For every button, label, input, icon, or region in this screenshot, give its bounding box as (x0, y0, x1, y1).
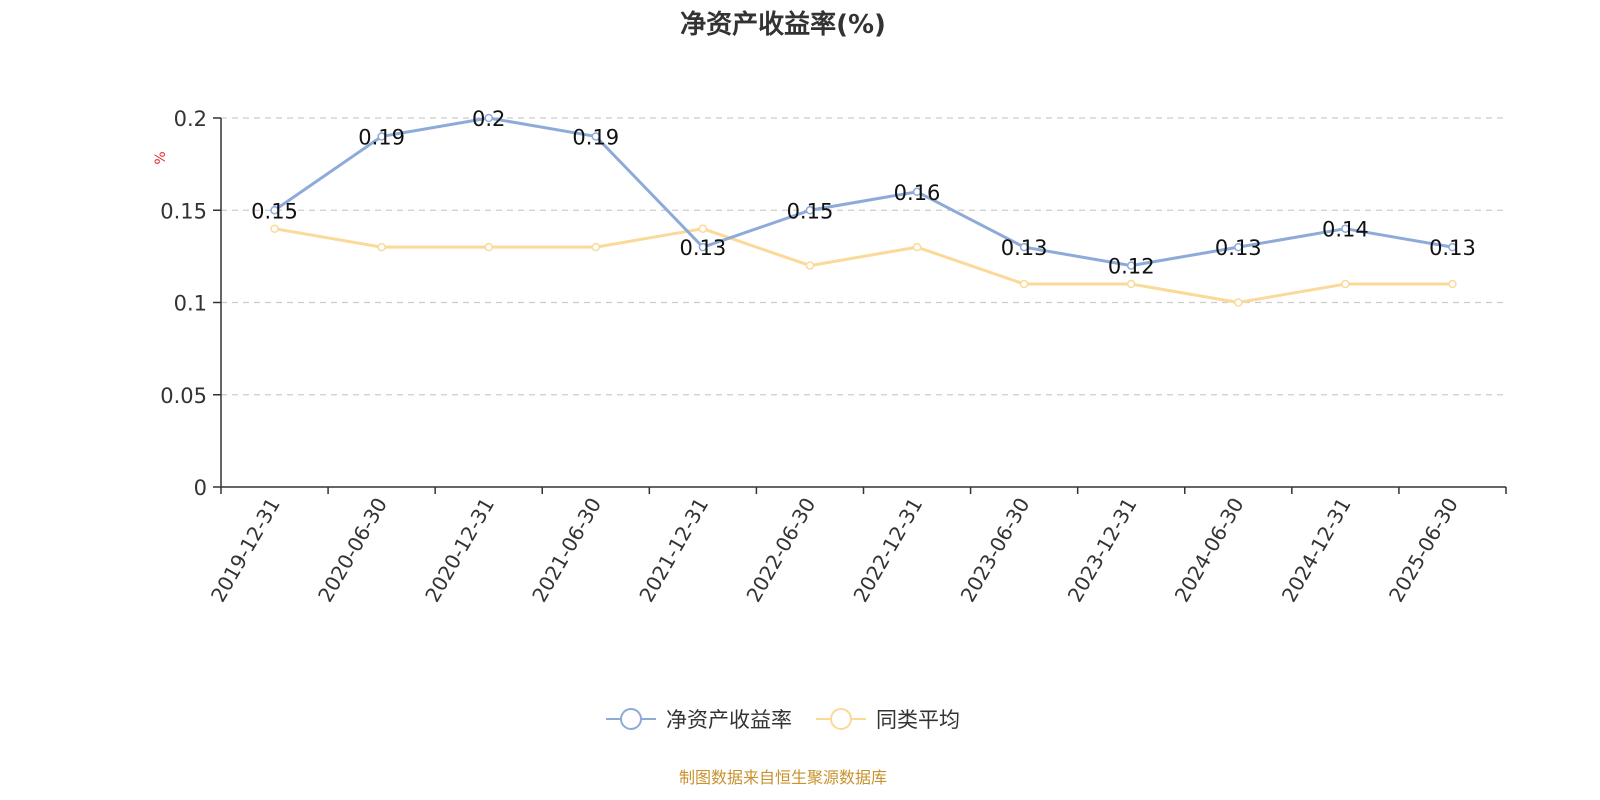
data-point-series-1 (591, 242, 601, 252)
legend: 净资产收益率 同类平均 (0, 704, 1566, 734)
legend-item-peer-average[interactable]: 同类平均 (816, 704, 960, 734)
data-label: 0.19 (358, 125, 405, 149)
data-point-series-1 (377, 242, 386, 252)
x-tick-label: 2021-06-30 (527, 494, 606, 607)
y-tick-label: 0.15 (160, 199, 207, 223)
legend-marker-roe-icon (606, 708, 656, 730)
x-tick-label: 2019-12-31 (206, 494, 285, 607)
data-labels: 0.15 0.19 0.2 0.19 0.13 0.15 0.16 0.13 0.12 0.13 0… (251, 107, 1476, 279)
data-point-series-1 (270, 224, 279, 233)
data-point-series-0 (270, 206, 279, 215)
data-point-series-0 (484, 113, 493, 123)
series-line-1 (274, 227, 1453, 304)
x-tick-label: 2024-06-30 (1170, 494, 1249, 607)
data-label: 0.13 (679, 236, 726, 260)
data-label: 0.13 (1001, 236, 1048, 260)
legend-marker-peer-average-icon (816, 708, 866, 730)
data-point-series-1 (1448, 279, 1457, 289)
data-point-series-0 (1234, 242, 1243, 252)
data-point-series-1 (805, 261, 815, 270)
data-point-series-0 (1448, 242, 1457, 252)
data-label: 0.16 (894, 181, 941, 205)
data-label: 0.15 (251, 199, 298, 223)
x-tick-label: 2023-06-30 (956, 494, 1035, 607)
data-point-series-0 (377, 132, 386, 141)
data-point-series-1 (1126, 279, 1136, 289)
legend-item-roe[interactable]: 净资产收益率 (606, 704, 792, 734)
series-lines (270, 113, 1457, 307)
x-tick-label: 2024-12-31 (1277, 494, 1356, 607)
data-point-series-1 (1019, 279, 1029, 289)
legend-label-roe: 净资产收益率 (666, 708, 792, 732)
data-point-series-1 (1234, 298, 1243, 307)
series-line-0 (273, 116, 1453, 268)
y-tick-label: 0.1 (174, 292, 207, 316)
data-point-series-0 (698, 242, 708, 252)
y-axis-label: % (153, 151, 169, 164)
chart-title: 净资产收益率(%) (680, 10, 886, 40)
x-tick-label: 2022-12-31 (848, 494, 927, 607)
data-label: 0.2 (472, 107, 505, 131)
data-point-series-0 (1126, 261, 1136, 270)
data-source-note: 制图数据来自恒生聚源数据库 (678, 768, 887, 787)
x-tick-label: 2020-12-31 (420, 494, 499, 607)
x-tick-label: 2021-12-31 (634, 494, 713, 607)
data-point-series-0 (591, 132, 601, 141)
data-point-series-1 (698, 224, 708, 233)
x-tick-label: 2025-06-30 (1384, 494, 1463, 607)
data-point-series-0 (1019, 242, 1029, 252)
data-label: 0.19 (572, 125, 619, 149)
y-tick-label: 0.05 (160, 384, 207, 408)
data-label: 0.13 (1429, 236, 1476, 260)
x-tick-label: 2023-12-31 (1063, 494, 1142, 607)
y-tick-label: 0.2 (174, 107, 207, 131)
axes: 0 0.05 0.1 0.15 0.2% 2019-12-31 2020-06-30 2020… (153, 107, 1507, 607)
grid-lines (221, 117, 1506, 396)
data-label: 0.14 (1322, 218, 1369, 242)
data-point-series-0 (805, 206, 815, 215)
data-label: 0.15 (787, 199, 834, 223)
data-point-series-1 (912, 242, 922, 252)
y-tick-label: 0 (194, 476, 207, 500)
data-point-series-1 (484, 242, 493, 252)
legend-label-peer-average: 同类平均 (876, 708, 960, 732)
data-label: 0.13 (1215, 236, 1262, 260)
data-point-series-0 (912, 187, 922, 197)
x-tick-label: 2022-06-30 (741, 494, 820, 607)
data-point-series-0 (1341, 224, 1350, 233)
x-tick-label: 2020-06-30 (313, 494, 392, 607)
line-chart: 0 0.05 0.1 0.15 0.2% 2019-12-31 2020-06-30 2020… (153, 107, 1507, 607)
data-point-series-1 (1341, 279, 1350, 289)
data-label: 0.12 (1108, 255, 1155, 279)
